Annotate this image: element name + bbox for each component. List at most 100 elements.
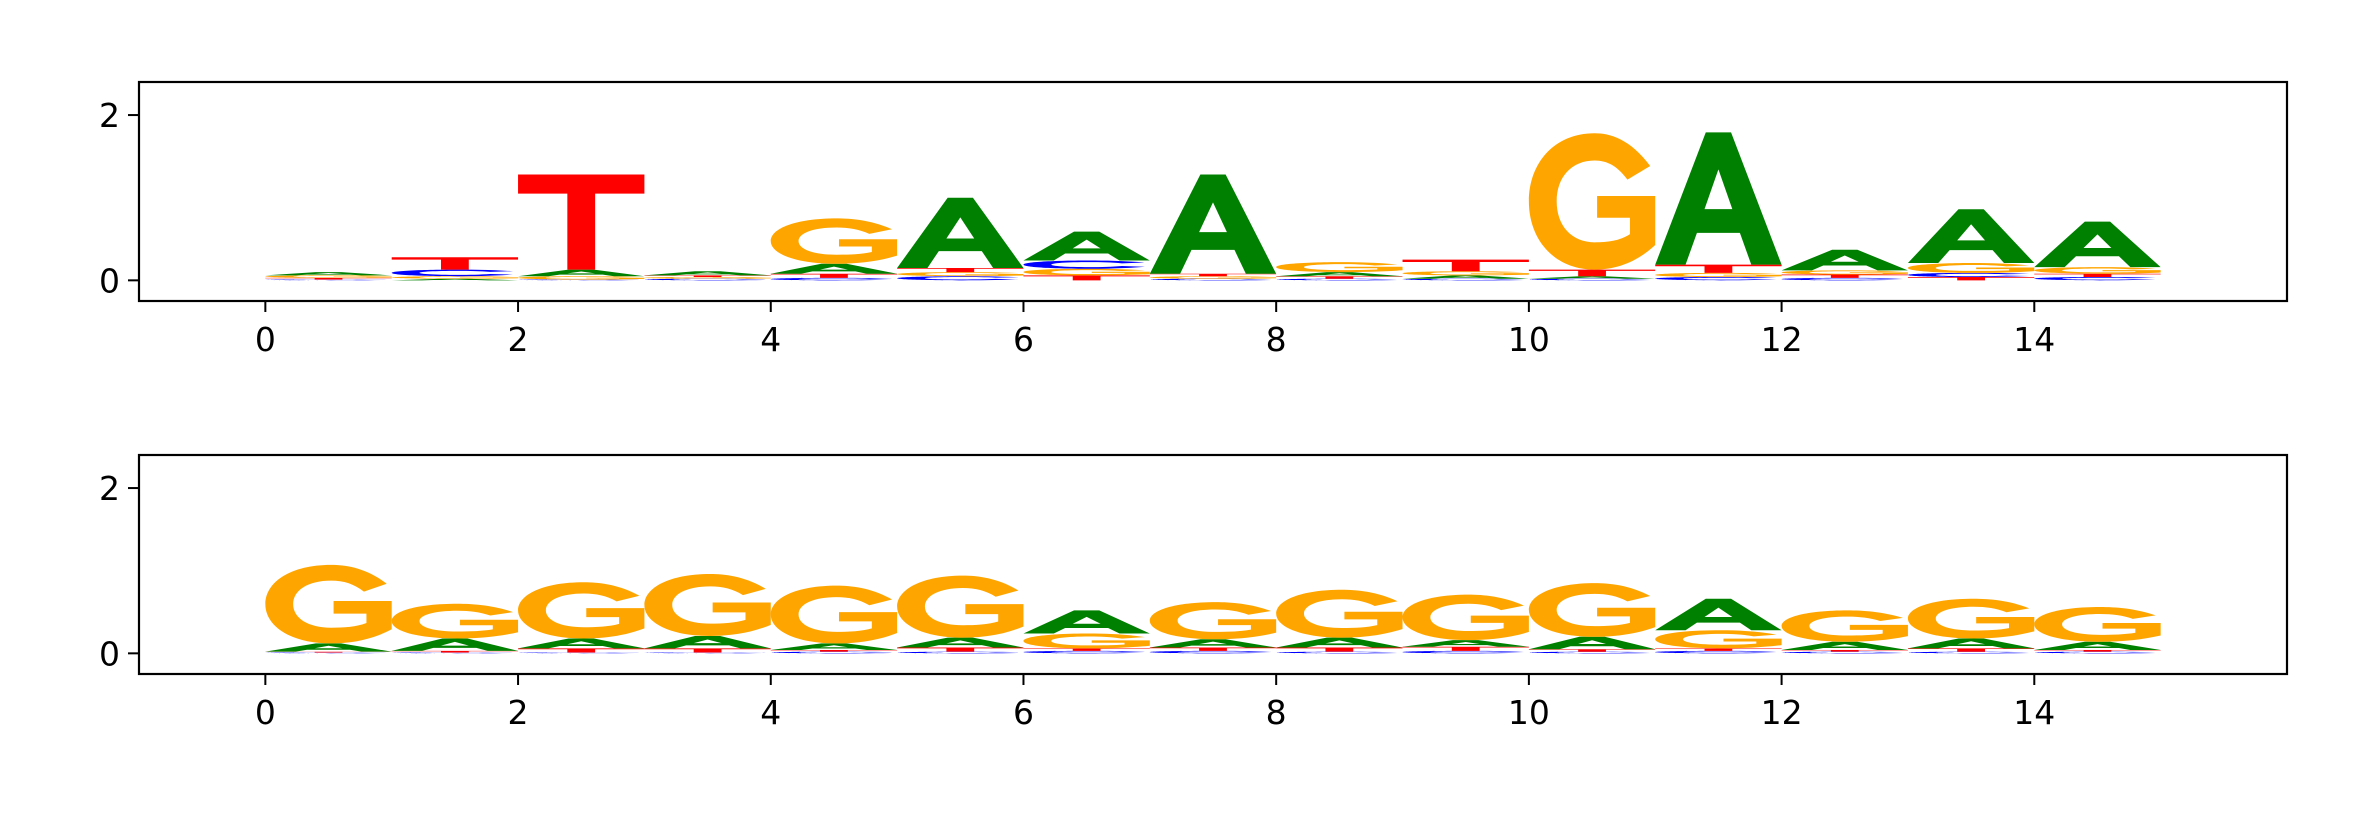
letter-G-pos-1 — [391, 276, 519, 279]
letter-G-pos-2 — [518, 582, 645, 639]
letter-C-pos-4 — [770, 277, 893, 281]
x-tick-label: 8 — [1266, 320, 1287, 359]
letter-A-pos-5 — [897, 197, 1024, 268]
letter-G-pos-3 — [644, 277, 771, 279]
letter-G-pos-14 — [2034, 267, 2161, 274]
letter-G-pos-5 — [897, 575, 1024, 638]
letter-G-pos-7 — [1149, 602, 1277, 640]
letter-T-pos-2 — [518, 174, 645, 270]
letter-A-pos-4 — [770, 643, 898, 651]
x-tick-label: 0 — [255, 693, 276, 732]
x-tick-label: 2 — [508, 693, 529, 732]
letter-T-pos-5 — [897, 267, 1024, 273]
letter-A-pos-3 — [644, 271, 771, 276]
x-tick-label: 4 — [760, 693, 781, 732]
letter-C-pos-6 — [1023, 650, 1145, 654]
letter-G-pos-12 — [1781, 270, 1908, 275]
letters — [265, 564, 2161, 654]
letter-G-pos-10 — [1528, 583, 1656, 637]
letter-T-pos-10 — [1528, 649, 1656, 652]
x-tick-label: 12 — [1761, 693, 1803, 732]
letter-A-pos-10 — [1528, 276, 1656, 279]
letter-T-pos-11 — [1655, 264, 1782, 273]
letter-C-pos-8 — [1276, 278, 1398, 281]
x-tick-label: 12 — [1761, 320, 1803, 359]
letter-T-pos-7 — [1149, 647, 1277, 651]
x-tick-label: 14 — [2013, 693, 2055, 732]
letter-T-pos-4 — [770, 273, 898, 278]
letter-T-pos-12 — [1781, 650, 1908, 652]
letter-T-pos-13 — [1907, 277, 2035, 281]
letter-T-pos-2 — [518, 648, 645, 653]
letter-A-pos-9 — [1402, 275, 1529, 279]
letter-G-pos-8 — [1276, 589, 1403, 638]
letter-C-pos-2 — [518, 652, 640, 654]
letter-C-pos-11 — [1655, 277, 1777, 281]
letter-A-pos-11 — [1655, 598, 1782, 631]
letter-T-pos-0 — [265, 277, 392, 280]
letter-C-pos-3 — [644, 278, 766, 281]
letter-T-pos-6 — [1023, 275, 1150, 281]
letter-G-pos-9 — [1402, 594, 1529, 641]
letter-G-pos-5 — [897, 272, 1024, 277]
letter-A-pos-6 — [1023, 231, 1150, 261]
letter-A-pos-14 — [2034, 221, 2161, 268]
letters — [265, 132, 2161, 281]
y-tick-label: 0 — [99, 261, 120, 300]
letter-C-pos-14 — [2034, 651, 2156, 654]
letter-C-pos-5 — [897, 651, 1019, 654]
letter-G-pos-3 — [644, 574, 771, 636]
letter-G-pos-9 — [1402, 271, 1529, 276]
axes-frame — [137, 80, 2289, 303]
letter-T-pos-10 — [1528, 269, 1656, 277]
letter-T-pos-13 — [1907, 648, 2035, 652]
letter-G-pos-13 — [1907, 598, 2035, 639]
letter-C-pos-7 — [1149, 650, 1272, 654]
letter-C-pos-0 — [265, 279, 387, 281]
letter-G-pos-12 — [1781, 610, 1908, 642]
x-tick-label: 2 — [508, 320, 529, 359]
letter-T-pos-8 — [1276, 647, 1403, 652]
letter-T-pos-9 — [1402, 259, 1529, 272]
letter-T-pos-4 — [770, 650, 898, 652]
letter-A-pos-5 — [897, 637, 1024, 648]
x-tick-label: 4 — [760, 320, 781, 359]
letter-C-pos-6 — [1023, 260, 1145, 269]
x-tick-label: 6 — [1013, 693, 1034, 732]
letter-G-pos-10 — [1528, 133, 1656, 270]
y-tick-label: 0 — [99, 634, 120, 673]
letter-A-pos-6 — [1023, 610, 1150, 634]
letter-C-pos-12 — [1781, 651, 1903, 654]
letter-A-pos-13 — [1907, 638, 2035, 649]
letter-A-pos-2 — [518, 638, 645, 649]
letter-T-pos-14 — [2034, 273, 2161, 278]
letter-C-pos-11 — [1655, 650, 1777, 654]
letter-G-pos-13 — [1907, 262, 2035, 273]
x-tick-label: 10 — [1508, 693, 1550, 732]
letter-C-pos-1 — [391, 652, 514, 654]
letter-A-pos-7 — [1149, 174, 1277, 274]
letter-G-pos-0 — [265, 275, 392, 278]
letter-G-pos-6 — [1023, 633, 1150, 649]
letter-C-pos-2 — [518, 279, 640, 281]
letter-C-pos-1 — [391, 269, 514, 277]
y-tick-label: 2 — [99, 469, 120, 508]
letter-T-pos-9 — [1402, 646, 1529, 651]
letter-C-pos-12 — [1781, 277, 1903, 281]
letter-G-pos-2 — [518, 276, 645, 280]
letter-A-pos-8 — [1276, 637, 1403, 648]
letter-G-pos-11 — [1655, 630, 1782, 649]
letter-T-pos-8 — [1276, 276, 1403, 279]
letter-T-pos-0 — [265, 651, 392, 653]
letter-C-pos-0 — [265, 652, 387, 654]
letter-T-pos-12 — [1781, 274, 1908, 278]
x-tick-label: 10 — [1508, 320, 1550, 359]
letter-T-pos-1 — [391, 257, 519, 270]
letter-T-pos-11 — [1655, 648, 1782, 651]
logo-panel-top: 0 2 4 6 8 10 12 14 0 2 — [99, 80, 2289, 359]
letter-C-pos-14 — [2034, 277, 2156, 281]
letter-A-pos-12 — [1781, 249, 1908, 271]
x-tick-label: 8 — [1266, 693, 1287, 732]
